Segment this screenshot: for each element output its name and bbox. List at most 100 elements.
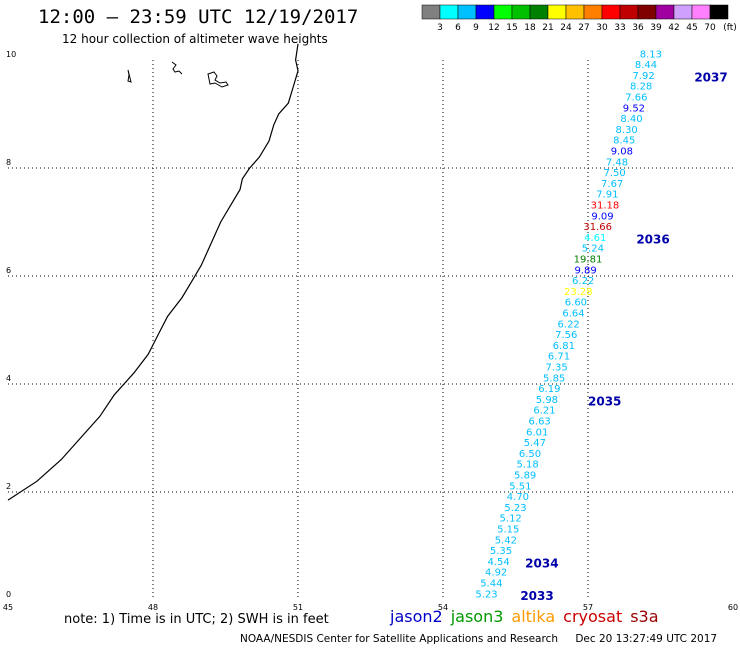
footer: NOAA/NESDIS Center for Satellite Applica… bbox=[240, 633, 717, 645]
colorbar-swatch bbox=[529, 4, 549, 20]
satellite-legend-item: jason3 bbox=[450, 607, 504, 626]
swh-value: 7.35 bbox=[545, 363, 567, 374]
y-tick-label: 10 bbox=[6, 50, 16, 59]
colorbar-tick-label: 33 bbox=[614, 23, 625, 33]
colorbar-swatch bbox=[637, 4, 657, 20]
swh-value: 31.18 bbox=[591, 201, 620, 212]
x-tick-label: 57 bbox=[583, 603, 593, 612]
x-tick-label: 54 bbox=[438, 603, 448, 612]
colorbar-tick-label: 27 bbox=[578, 23, 589, 33]
swh-value: 7.67 bbox=[601, 179, 623, 190]
satellite-legend: jason2 jason3 altika cryosat s3a bbox=[390, 607, 667, 626]
footer-credit: NOAA/NESDIS Center for Satellite Applica… bbox=[240, 633, 558, 645]
colorbar-swatch bbox=[673, 4, 693, 20]
swh-value: 7.50 bbox=[603, 168, 625, 179]
swh-value: 6.64 bbox=[562, 309, 584, 320]
x-tick-label: 45 bbox=[3, 603, 13, 612]
swh-value: 4.92 bbox=[485, 568, 507, 579]
colorbar-swatch bbox=[565, 4, 585, 20]
colorbar-tick-label: 70 bbox=[704, 23, 716, 33]
colorbar-swatch bbox=[709, 4, 729, 20]
units-note: note: 1) Time is in UTC; 2) SWH is in fe… bbox=[64, 612, 329, 627]
colorbar-tick-label: 24 bbox=[560, 23, 572, 33]
colorbar-swatch bbox=[421, 4, 441, 20]
time-label: 2035 bbox=[588, 395, 621, 409]
swh-value: 5.12 bbox=[500, 514, 522, 525]
colorbar-swatch bbox=[511, 4, 531, 20]
swh-value: 8.28 bbox=[630, 82, 652, 93]
swh-value: 8.40 bbox=[620, 114, 642, 125]
y-tick-label: 6 bbox=[6, 266, 11, 275]
swh-value: 8.30 bbox=[616, 125, 638, 136]
swh-value: 4.54 bbox=[487, 557, 509, 568]
colorbar-tick-label: 6 bbox=[455, 23, 461, 33]
swh-value: 19.81 bbox=[574, 255, 603, 266]
colorbar-tick-label: 12 bbox=[488, 23, 499, 33]
colorbar-swatch bbox=[583, 4, 603, 20]
swh-value: 6.60 bbox=[565, 298, 587, 309]
x-tick-label: 60 bbox=[728, 603, 738, 612]
satellite-legend-item: cryosat bbox=[563, 607, 623, 626]
time-label: 2034 bbox=[525, 557, 558, 571]
colorbar-swatch bbox=[475, 4, 495, 20]
colorbar-tick-label: 42 bbox=[668, 23, 679, 33]
swh-value: 6.21 bbox=[533, 406, 555, 417]
swh-value: 7.91 bbox=[596, 190, 618, 201]
colorbar-swatch bbox=[493, 4, 513, 20]
swh-value: 6.22 bbox=[572, 276, 594, 287]
satellite-legend-item: altika bbox=[511, 607, 556, 626]
swh-value: 9.08 bbox=[611, 147, 633, 158]
swh-value: 8.13 bbox=[640, 49, 662, 60]
x-tick-label: 51 bbox=[293, 603, 303, 612]
swh-value: 5.42 bbox=[495, 535, 517, 546]
swh-value: 5.98 bbox=[536, 395, 558, 406]
colorbar-swatch bbox=[655, 4, 675, 20]
colorbar-tick-label: 36 bbox=[632, 23, 644, 33]
colorbar-swatch bbox=[601, 4, 621, 20]
colorbar-tick-label: 21 bbox=[542, 23, 553, 33]
colorbar-tick-label: 9 bbox=[473, 23, 479, 33]
satellite-legend-item: s3a bbox=[630, 607, 659, 626]
swh-value: 5.15 bbox=[497, 525, 519, 536]
island bbox=[171, 61, 183, 75]
swh-value: 7.66 bbox=[625, 93, 647, 104]
swh-value: 8.45 bbox=[613, 136, 635, 147]
y-tick-label: 0 bbox=[6, 590, 11, 599]
y-tick-label: 4 bbox=[6, 374, 11, 383]
y-tick-label: 2 bbox=[6, 482, 11, 491]
swh-value: 31.66 bbox=[583, 222, 612, 233]
satellite-legend-item: jason2 bbox=[390, 607, 443, 626]
map-title: 12:00 — 23:59 UTC 12/19/2017 bbox=[38, 6, 359, 28]
swh-value: 5.47 bbox=[524, 438, 546, 449]
swh-value: 6.19 bbox=[538, 384, 560, 395]
swh-value: 5.23 bbox=[504, 503, 526, 514]
swh-value: 5.35 bbox=[490, 546, 512, 557]
colorbar-tick-label: 15 bbox=[506, 23, 517, 33]
footer-timestamp: Dec 20 13:27:49 UTC 2017 bbox=[575, 633, 718, 645]
colorbar-swatch bbox=[547, 4, 567, 20]
map-subtitle: 12 hour collection of altimeter wave hei… bbox=[62, 32, 328, 46]
time-label: 2033 bbox=[520, 589, 553, 603]
swh-value: 8.44 bbox=[635, 60, 657, 71]
y-tick-label: 8 bbox=[6, 158, 11, 167]
colorbar-tick-label: 39 bbox=[650, 23, 662, 33]
colorbar-tick-label: 18 bbox=[524, 23, 536, 33]
swh-value: 5.51 bbox=[509, 481, 531, 492]
colorbar-tick-label: 3 bbox=[437, 23, 443, 33]
swh-value: 6.22 bbox=[558, 319, 580, 330]
swh-value: 5.89 bbox=[514, 471, 536, 482]
colorbar-swatch bbox=[619, 4, 639, 20]
swh-value: 5.85 bbox=[543, 373, 565, 384]
coastline bbox=[7, 43, 299, 501]
swh-value: 7.48 bbox=[606, 157, 628, 168]
time-label: 2037 bbox=[694, 71, 727, 85]
time-label: 2036 bbox=[636, 233, 669, 247]
swh-value: 9.89 bbox=[574, 265, 596, 276]
swh-value: 5.18 bbox=[516, 460, 538, 471]
colorbar-tick-label: (ft) bbox=[723, 23, 737, 33]
colorbar-tick-label: 45 bbox=[686, 23, 697, 33]
swh-value: 7.92 bbox=[632, 71, 654, 82]
swh-value: 6.01 bbox=[526, 427, 548, 438]
swh-value: 6.81 bbox=[553, 341, 575, 352]
